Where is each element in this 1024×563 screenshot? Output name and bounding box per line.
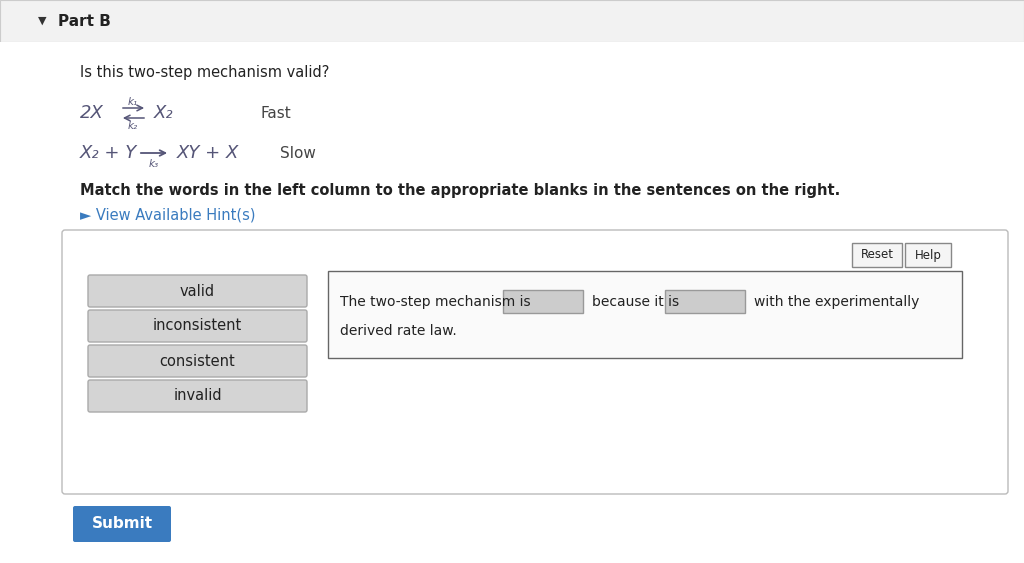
Text: k₁: k₁ xyxy=(128,97,138,107)
Text: Part B: Part B xyxy=(58,14,111,29)
Text: because it is: because it is xyxy=(592,295,679,309)
Text: Reset: Reset xyxy=(860,248,894,261)
Text: Fast: Fast xyxy=(260,105,291,120)
Text: Is this two-step mechanism valid?: Is this two-step mechanism valid? xyxy=(80,65,330,81)
Text: consistent: consistent xyxy=(160,354,236,369)
Text: Slow: Slow xyxy=(280,145,315,160)
Text: Help: Help xyxy=(914,248,941,261)
Text: X₂ + Y: X₂ + Y xyxy=(80,144,137,162)
Text: valid: valid xyxy=(180,284,215,298)
Text: k₂: k₂ xyxy=(128,121,138,131)
FancyBboxPatch shape xyxy=(905,243,951,267)
Text: Match the words in the left column to the appropriate blanks in the sentences on: Match the words in the left column to th… xyxy=(80,184,841,199)
Text: X₂: X₂ xyxy=(154,104,174,122)
Text: derived rate law.: derived rate law. xyxy=(340,324,457,338)
FancyBboxPatch shape xyxy=(88,345,307,377)
Text: XY + X: XY + X xyxy=(177,144,240,162)
Bar xyxy=(503,290,583,313)
Bar xyxy=(0,0,1024,42)
Text: with the experimentally: with the experimentally xyxy=(754,295,920,309)
Text: inconsistent: inconsistent xyxy=(153,319,242,333)
FancyBboxPatch shape xyxy=(73,506,171,542)
FancyBboxPatch shape xyxy=(88,310,307,342)
FancyBboxPatch shape xyxy=(88,380,307,412)
Text: The two-step mechanism is: The two-step mechanism is xyxy=(340,295,530,309)
Text: ► View Available Hint(s): ► View Available Hint(s) xyxy=(80,208,256,222)
Text: k₃: k₃ xyxy=(148,159,159,169)
FancyBboxPatch shape xyxy=(62,230,1008,494)
FancyBboxPatch shape xyxy=(328,271,962,358)
Text: 2X: 2X xyxy=(80,104,103,122)
Text: invalid: invalid xyxy=(173,388,222,404)
Text: Submit: Submit xyxy=(91,516,153,531)
Bar xyxy=(665,290,745,313)
FancyBboxPatch shape xyxy=(88,275,307,307)
Text: ▼: ▼ xyxy=(38,16,46,26)
FancyBboxPatch shape xyxy=(852,243,902,267)
